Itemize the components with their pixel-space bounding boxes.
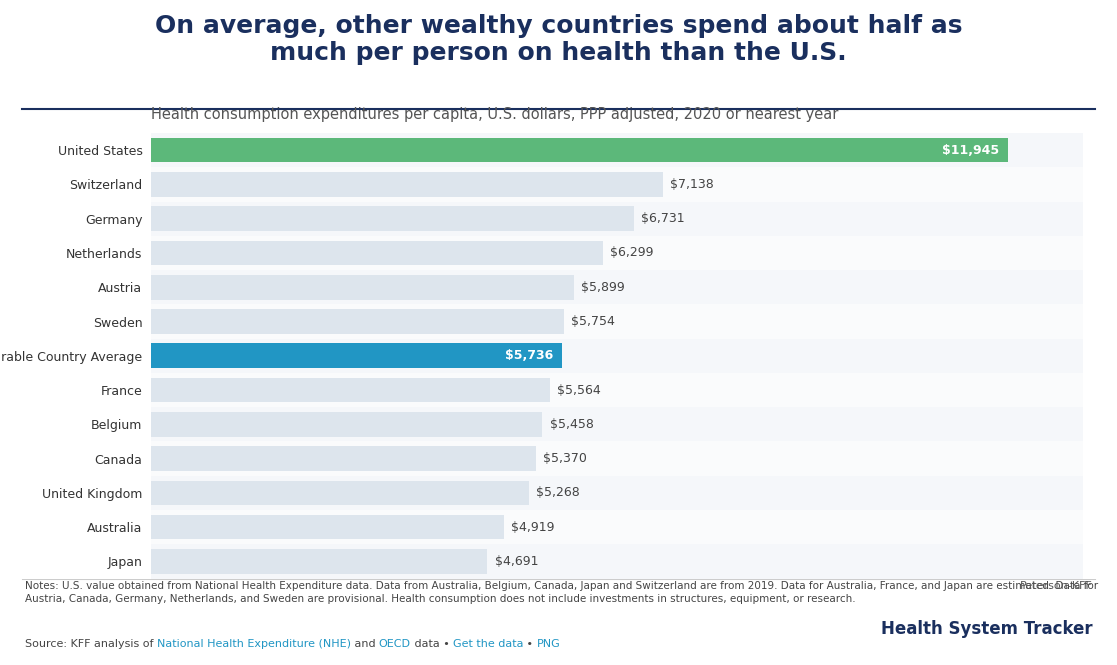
Text: Health consumption expenditures per capita, U.S. dollars, PPP adjusted, 2020 or : Health consumption expenditures per capi… — [151, 107, 838, 122]
Bar — [151, 201, 1083, 236]
Text: $5,754: $5,754 — [571, 315, 614, 328]
Bar — [151, 475, 1083, 510]
Text: Peterson-KFF: Peterson-KFF — [1020, 581, 1092, 591]
Text: Source: KFF analysis of: Source: KFF analysis of — [25, 639, 156, 649]
Bar — [151, 373, 1083, 407]
Text: and: and — [351, 639, 379, 649]
Bar — [151, 481, 528, 505]
Text: Notes: U.S. value obtained from National Health Expenditure data. Data from Aust: Notes: U.S. value obtained from National… — [25, 581, 1098, 604]
Bar — [151, 168, 1083, 201]
Text: $6,731: $6,731 — [641, 212, 685, 225]
Bar — [151, 275, 574, 299]
Bar — [151, 442, 1083, 475]
Text: National Health Expenditure (NHE): National Health Expenditure (NHE) — [156, 639, 351, 649]
Text: PNG: PNG — [537, 639, 561, 649]
Text: •: • — [524, 639, 537, 649]
Bar — [151, 309, 564, 334]
Bar — [151, 138, 1008, 162]
Bar — [151, 378, 550, 402]
Bar — [151, 510, 1083, 544]
Bar — [151, 544, 1083, 579]
Bar — [151, 412, 543, 437]
Bar — [151, 133, 1083, 168]
Text: $5,458: $5,458 — [550, 418, 593, 431]
Bar — [151, 305, 1083, 338]
Text: $6,299: $6,299 — [610, 247, 653, 259]
Text: data •: data • — [411, 639, 454, 649]
Bar — [151, 515, 504, 539]
Text: $5,736: $5,736 — [506, 349, 554, 362]
Text: $5,564: $5,564 — [557, 384, 601, 396]
Text: $7,138: $7,138 — [670, 178, 714, 191]
Bar — [151, 338, 1083, 373]
Text: $5,268: $5,268 — [536, 486, 580, 499]
Bar — [151, 270, 1083, 305]
Bar — [151, 343, 562, 368]
Text: $4,919: $4,919 — [510, 521, 554, 533]
Text: $4,691: $4,691 — [495, 555, 538, 568]
Text: On average, other wealthy countries spend about half as
much per person on healt: On average, other wealthy countries spen… — [155, 13, 962, 65]
Bar — [151, 206, 633, 231]
Text: Health System Tracker: Health System Tracker — [881, 620, 1092, 638]
Text: $5,899: $5,899 — [581, 281, 624, 294]
Bar — [151, 172, 662, 197]
Text: OECD: OECD — [379, 639, 411, 649]
Bar — [151, 446, 536, 471]
Bar — [151, 407, 1083, 442]
Text: $11,945: $11,945 — [942, 144, 1000, 157]
Text: Get the data: Get the data — [454, 639, 524, 649]
Bar — [151, 241, 603, 265]
Bar — [151, 236, 1083, 270]
Text: $5,370: $5,370 — [543, 452, 588, 465]
Bar — [151, 549, 487, 574]
